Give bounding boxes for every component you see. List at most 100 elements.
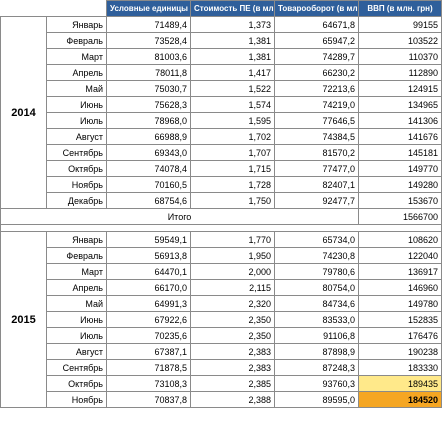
gdp-cell: 153670	[358, 192, 442, 209]
turnover-cell: 83533,0	[274, 311, 359, 328]
units-cell: 81003,6	[106, 48, 191, 65]
table-row: Июнь 75628,3 1,574 74219,0 134965	[1, 96, 442, 113]
gdp-cell: 149770	[358, 160, 442, 177]
gdp-cell: 189435	[358, 375, 442, 392]
units-cell: 70160,5	[106, 176, 191, 193]
cost-cell: 2,350	[190, 311, 275, 328]
table-row: Март 64470,1 2,000 79780,6 136917	[1, 263, 442, 280]
gdp-cell: 141306	[358, 112, 442, 129]
month-cell: Февраль	[46, 32, 107, 49]
year-label: 2014	[0, 16, 47, 209]
table-row: 2014 Январь 71489,4 1,373 64671,8 99155	[0, 16, 442, 209]
month-cell: Март	[46, 263, 107, 280]
gdp-cell: 149780	[358, 295, 442, 312]
cost-cell: 2,320	[190, 295, 275, 312]
gdp-cell: 99155	[358, 16, 442, 33]
turnover-cell: 74384,5	[274, 128, 359, 145]
month-cell: Декабрь	[46, 192, 107, 209]
cost-cell: 2,383	[190, 343, 275, 360]
header-gdp: ВВП (в млн. грн)	[358, 0, 442, 17]
gdp-cell: 190238	[358, 343, 442, 360]
turnover-cell: 87898,9	[274, 343, 359, 360]
cost-cell: 1,381	[190, 48, 275, 65]
table-row: Август 66988,9 1,702 74384,5 141676	[1, 128, 442, 145]
cost-cell: 1,574	[190, 96, 275, 113]
units-cell: 73528,4	[106, 32, 191, 49]
gdp-cell: 149280	[358, 176, 442, 193]
month-cell: Июль	[46, 112, 107, 129]
units-cell: 68754,6	[106, 192, 191, 209]
units-cell: 71489,4	[106, 16, 191, 33]
month-cell: Июнь	[46, 311, 107, 328]
gdp-cell: 124915	[358, 80, 442, 97]
cost-cell: 1,595	[190, 112, 275, 129]
units-cell: 67387,1	[106, 343, 191, 360]
month-cell: Июль	[46, 327, 107, 344]
gdp-cell: 152835	[358, 311, 442, 328]
units-cell: 78968,0	[106, 112, 191, 129]
table-row: Апрель 78011,8 1,417 66230,2 112890	[1, 64, 442, 81]
gdp-cell: 176476	[358, 327, 442, 344]
cost-cell: 2,383	[190, 359, 275, 376]
month-cell: Октябрь	[46, 375, 107, 392]
month-cell: Май	[46, 80, 107, 97]
units-cell: 74078,4	[106, 160, 191, 177]
turnover-cell: 92477,7	[274, 192, 359, 209]
table-row: Ноябрь 70160,5 1,728 82407,1 149280	[1, 176, 442, 193]
total-gdp: 1566700	[358, 208, 442, 225]
gdp-cell: 145181	[358, 144, 442, 161]
table-row: Июль 70235,6 2,350 91106,8 176476	[1, 327, 442, 344]
cost-cell: 1,417	[190, 64, 275, 81]
month-cell: Август	[46, 343, 107, 360]
cost-cell: 2,115	[190, 279, 275, 296]
cost-cell: 1,750	[190, 192, 275, 209]
turnover-cell: 74230,8	[274, 247, 359, 264]
gap-cell	[0, 224, 442, 232]
gap-row	[0, 224, 442, 232]
section-total: Итого 1566700	[0, 208, 442, 232]
table-row: Май 64991,3 2,320 84734,6 149780	[1, 295, 442, 312]
table-row: Май 75030,7 1,522 72213,6 124915	[1, 80, 442, 97]
header-units: Условные единицы (ПЕ)	[106, 0, 191, 17]
turnover-cell: 93760,3	[274, 375, 359, 392]
gdp-cell: 112890	[358, 64, 442, 81]
cost-cell: 1,702	[190, 128, 275, 145]
table-row: Август 67387,1 2,383 87898,9 190238	[1, 343, 442, 360]
section-2015: 2015 Январь 59549,1 1,770 65734,0 108620 Февра…	[0, 231, 442, 408]
units-cell: 59549,1	[106, 231, 191, 248]
month-cell: Март	[46, 48, 107, 65]
cost-cell: 1,381	[190, 32, 275, 49]
section-2014: 2014 Январь 71489,4 1,373 64671,8 99155 Феврал…	[0, 16, 442, 209]
cost-cell: 1,950	[190, 247, 275, 264]
table-header: Условные единицы (ПЕ) Стоимость ПЕ (в мл…	[0, 0, 442, 17]
turnover-cell: 72213,6	[274, 80, 359, 97]
units-cell: 64470,1	[106, 263, 191, 280]
turnover-cell: 74289,7	[274, 48, 359, 65]
turnover-cell: 74219,0	[274, 96, 359, 113]
turnover-cell: 87248,3	[274, 359, 359, 376]
units-cell: 71878,5	[106, 359, 191, 376]
table-row: Сентябрь 69343,0 1,707 81570,2 145181	[1, 144, 442, 161]
header-blank	[0, 0, 107, 17]
table-row: Октябрь 73108,3 2,385 93760,3 189435	[1, 375, 442, 392]
month-cell: Май	[46, 295, 107, 312]
table-row: Март 81003,6 1,381 74289,7 110370	[1, 48, 442, 65]
month-cell: Август	[46, 128, 107, 145]
gdp-cell: 122040	[358, 247, 442, 264]
gdp-cell: 141676	[358, 128, 442, 145]
data-table: Условные единицы (ПЕ) Стоимость ПЕ (в мл…	[0, 0, 442, 408]
units-cell: 78011,8	[106, 64, 191, 81]
turnover-cell: 89595,0	[274, 391, 359, 408]
turnover-cell: 91106,8	[274, 327, 359, 344]
gdp-cell: 136917	[358, 263, 442, 280]
turnover-cell: 84734,6	[274, 295, 359, 312]
month-cell: Февраль	[46, 247, 107, 264]
table-row: Февраль 73528,4 1,381 65947,2 103522	[1, 32, 442, 49]
units-cell: 70837,8	[106, 391, 191, 408]
table-row: Февраль 56913,8 1,950 74230,8 122040	[1, 247, 442, 264]
table-row: Октябрь 74078,4 1,715 77477,0 149770	[1, 160, 442, 177]
units-cell: 56913,8	[106, 247, 191, 264]
units-cell: 66170,0	[106, 279, 191, 296]
cost-cell: 1,728	[190, 176, 275, 193]
header-turnover: Товарооборот (в млн. грн)	[274, 0, 359, 17]
